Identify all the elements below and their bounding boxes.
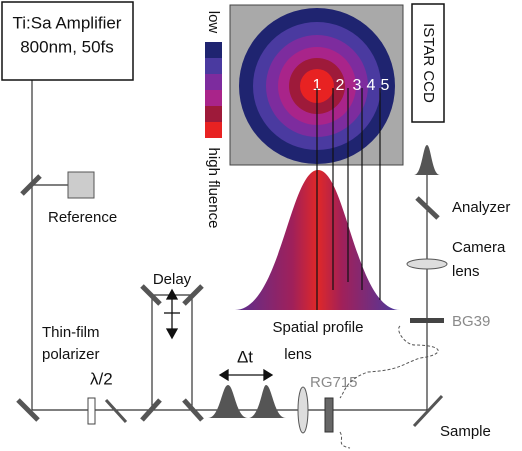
ccd-box bbox=[411, 3, 445, 123]
ring-label: 1 bbox=[313, 77, 322, 94]
mirror bbox=[20, 174, 42, 196]
ring-label: 2 bbox=[336, 77, 345, 94]
mirror bbox=[182, 284, 204, 306]
half-wave-plate bbox=[87, 397, 96, 425]
delta-t-label: Δt bbox=[237, 347, 253, 366]
amplifier-box bbox=[1, 1, 134, 81]
legend-low: low bbox=[205, 11, 222, 34]
amplifier-spec: 800nm, 50fs bbox=[20, 37, 114, 56]
bg39-filter bbox=[410, 318, 444, 323]
polarizer-label-1: Thin-film bbox=[42, 324, 100, 341]
delay-arrow bbox=[164, 288, 180, 340]
rg715-label: RG715 bbox=[310, 374, 358, 391]
analyzer bbox=[415, 196, 440, 220]
profile-lines bbox=[316, 88, 381, 310]
reference-detector bbox=[67, 171, 95, 199]
amplifier-label: Ti:Sa Amplifier bbox=[13, 13, 122, 32]
camera-lens bbox=[406, 258, 448, 270]
analyzer-label: Analyzer bbox=[452, 199, 510, 216]
mirror bbox=[140, 284, 162, 306]
legend-bar bbox=[205, 42, 222, 138]
mirror bbox=[140, 398, 162, 422]
ring-label: 3 bbox=[353, 77, 362, 94]
ring-label: 4 bbox=[367, 77, 376, 94]
legend-high: high fluence bbox=[205, 148, 222, 229]
camera-label-2: lens bbox=[452, 263, 480, 280]
camera-label-1: Camera bbox=[452, 239, 506, 256]
dashed-enclosure bbox=[339, 325, 439, 449]
spatial-profile-label: Spatial profile bbox=[273, 319, 364, 336]
rg715-filter bbox=[324, 397, 334, 433]
lens-label: lens bbox=[284, 346, 312, 363]
pulses bbox=[208, 385, 286, 418]
delay-label: Delay bbox=[153, 271, 192, 288]
sample-label: Sample bbox=[440, 423, 491, 440]
ring-label: 5 bbox=[381, 77, 390, 94]
sample bbox=[412, 394, 444, 428]
reference-label: Reference bbox=[48, 209, 117, 226]
lens bbox=[297, 386, 309, 434]
halfwave-label: λ/2 bbox=[90, 369, 113, 388]
bg39-label: BG39 bbox=[452, 313, 490, 330]
mirror bbox=[182, 398, 204, 422]
mirror bbox=[16, 398, 40, 422]
polarizer bbox=[104, 398, 128, 424]
ccd-label: ISTAR CCD bbox=[420, 23, 437, 103]
pulse bbox=[414, 145, 440, 175]
delta-t-arrow bbox=[218, 368, 274, 382]
polarizer-label-2: polarizer bbox=[42, 346, 100, 363]
rings bbox=[239, 8, 395, 164]
